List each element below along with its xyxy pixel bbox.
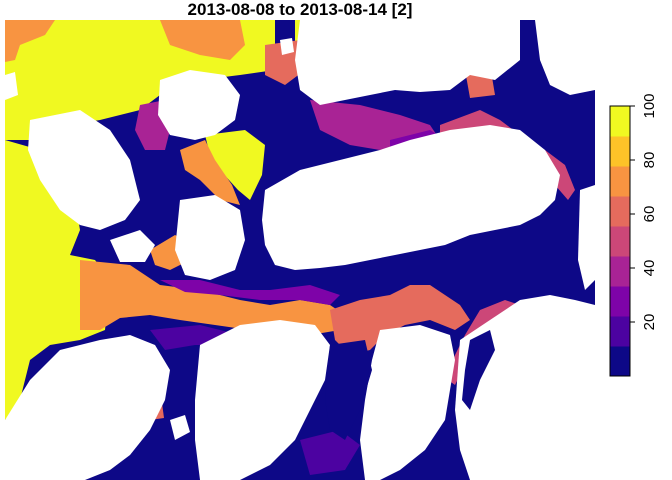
landmass-devon-island xyxy=(262,125,560,270)
landmass-west-small xyxy=(110,230,155,262)
landmass-west-peninsula xyxy=(28,110,140,230)
zone-red-north xyxy=(265,40,305,85)
legend-swatch xyxy=(610,136,630,167)
zone-yellow-central xyxy=(205,130,265,200)
legend-tick-label: 40 xyxy=(641,260,658,277)
landmass-small-island-south xyxy=(170,415,190,440)
landmass-northeast-upper xyxy=(535,20,595,95)
zone-purple-central-channel xyxy=(160,280,340,305)
legend-swatch xyxy=(610,166,630,197)
color-legend: 20 40 60 80 100 xyxy=(609,93,658,377)
zone-red-central xyxy=(330,285,470,355)
channel-details xyxy=(325,330,495,440)
landmass-east-edge xyxy=(578,185,595,290)
zone-orange-central-band xyxy=(80,260,345,335)
legend-swatch xyxy=(610,106,630,137)
landmass-west-corner xyxy=(5,72,18,100)
zone-orange-central-north xyxy=(180,140,240,205)
legend-tick-label: 60 xyxy=(641,206,658,223)
legend-tick-label: 20 xyxy=(641,314,658,331)
landmass-south-east xyxy=(360,325,455,480)
map-title: 2013-08-08 to 2013-08-14 [2] xyxy=(187,0,413,19)
landmass-central-west xyxy=(175,195,245,280)
zone-yellow-west xyxy=(5,140,110,420)
zone-purple-south-strait xyxy=(300,430,360,475)
land-masses xyxy=(5,20,595,480)
landmass-small-island-north xyxy=(280,38,294,55)
landmass-southwest xyxy=(5,335,170,480)
landmass-northeast xyxy=(295,20,520,105)
channel-southeast xyxy=(462,330,495,410)
channel-south-strait xyxy=(325,340,372,440)
legend-swatch xyxy=(610,256,630,287)
zone-orange-north xyxy=(160,20,245,60)
legend-swatch xyxy=(610,226,630,257)
legend-swatch xyxy=(610,196,630,227)
legend-ticks: 20 40 60 80 100 xyxy=(630,93,658,330)
legend-tick-label: 80 xyxy=(641,152,658,169)
legend-border xyxy=(609,105,631,377)
zone-orange-northwest xyxy=(5,20,55,62)
legend-color-bar xyxy=(609,105,631,377)
legend-swatch xyxy=(610,316,630,347)
landmass-north-island xyxy=(158,70,240,140)
landmass-south-central xyxy=(195,320,330,480)
legend-tick-label: 100 xyxy=(641,93,658,118)
legend-swatch xyxy=(610,286,630,317)
legend-swatch xyxy=(610,346,630,377)
sea-ice-concentration-map xyxy=(5,20,595,480)
